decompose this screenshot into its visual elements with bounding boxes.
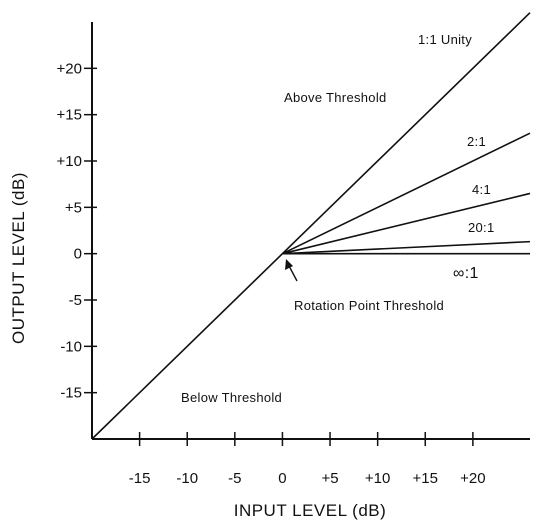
series-line-2 — [282, 192, 531, 255]
series-label-4-1: 4:1 — [472, 182, 491, 197]
x-tick-label: +15 — [413, 470, 438, 487]
y-tick-label: -10 — [60, 338, 82, 355]
y-tick-label: +20 — [57, 60, 82, 77]
y-tick-label: -15 — [60, 385, 82, 402]
series-line-3 — [282, 240, 531, 255]
axes — [91, 22, 530, 440]
y-axis-title: OUTPUT LEVEL (dB) — [9, 172, 28, 344]
x-tick-label: -5 — [228, 470, 241, 487]
x-tick-label: +20 — [460, 470, 485, 487]
series-line-1 — [282, 132, 531, 255]
annotation-above-threshold: Above Threshold — [284, 90, 387, 105]
series-label-20-1: 20:1 — [468, 220, 495, 235]
annotation-below-threshold: Below Threshold — [181, 390, 282, 405]
series-lines — [91, 12, 531, 440]
x-tick-label: +10 — [365, 470, 390, 487]
x-tick-label: -15 — [129, 470, 151, 487]
x-axis-title: INPUT LEVEL (dB) — [234, 501, 387, 520]
rotation-point-arrow — [285, 259, 298, 282]
x-tick-label: 0 — [278, 470, 286, 487]
y-tick-label: 0 — [74, 246, 82, 263]
y-tick-label: +5 — [65, 199, 82, 216]
series-label-unity: 1:1 Unity — [418, 32, 472, 47]
x-tick-label: -10 — [176, 470, 198, 487]
annotation-rotation-point: Rotation Point Threshold — [294, 298, 444, 313]
y-tick-label: -5 — [69, 292, 82, 309]
series-line-0 — [91, 12, 531, 440]
x-tick-label: +5 — [321, 470, 338, 487]
y-tick-label: +15 — [57, 107, 82, 124]
series-label-2-1: 2:1 — [467, 134, 486, 149]
y-tick-label: +10 — [57, 153, 82, 170]
ticks: -15 -10 -5 0 +5 +10 +15 +20 +20 +15 +10 +5 0 -5 -10 -15 — [57, 60, 486, 487]
series-label-infinity: ∞:1 — [453, 265, 479, 282]
